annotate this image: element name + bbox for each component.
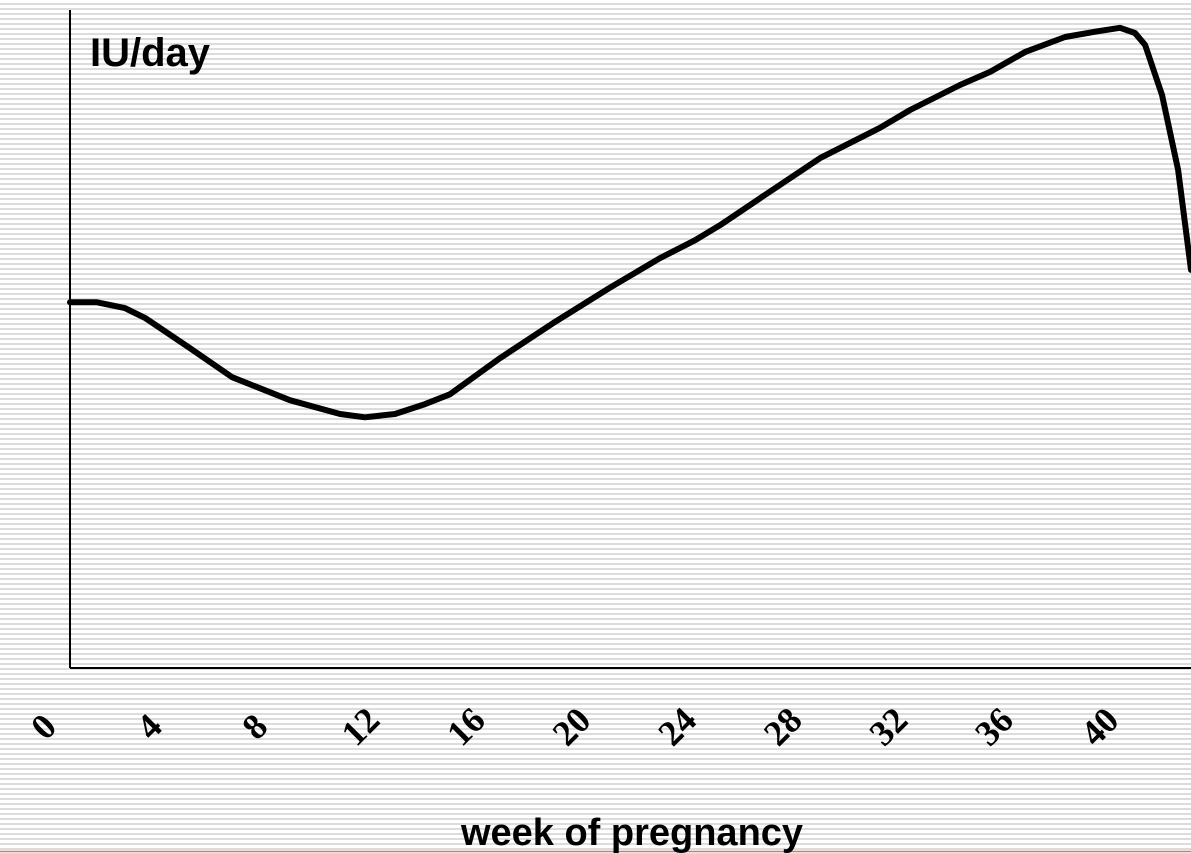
x-tick-label: 4 bbox=[129, 706, 170, 747]
x-tick-label: 12 bbox=[333, 700, 387, 754]
x-tick-label: 36 bbox=[967, 700, 1021, 754]
x-tick-label: 20 bbox=[545, 700, 599, 754]
x-tick-label: 8 bbox=[234, 706, 275, 747]
x-tick-label: 32 bbox=[861, 700, 915, 754]
x-axis-label: week of pregnancy bbox=[460, 812, 803, 854]
x-tick-label: 40 bbox=[1073, 700, 1127, 754]
x-tick-label: 16 bbox=[439, 700, 493, 754]
data-line bbox=[67, 24, 1191, 421]
x-tick-label: 0 bbox=[23, 706, 64, 747]
chart-title: IU/day bbox=[90, 31, 211, 75]
x-tick-label: 28 bbox=[756, 700, 810, 754]
x-tick-label: 24 bbox=[650, 700, 704, 754]
